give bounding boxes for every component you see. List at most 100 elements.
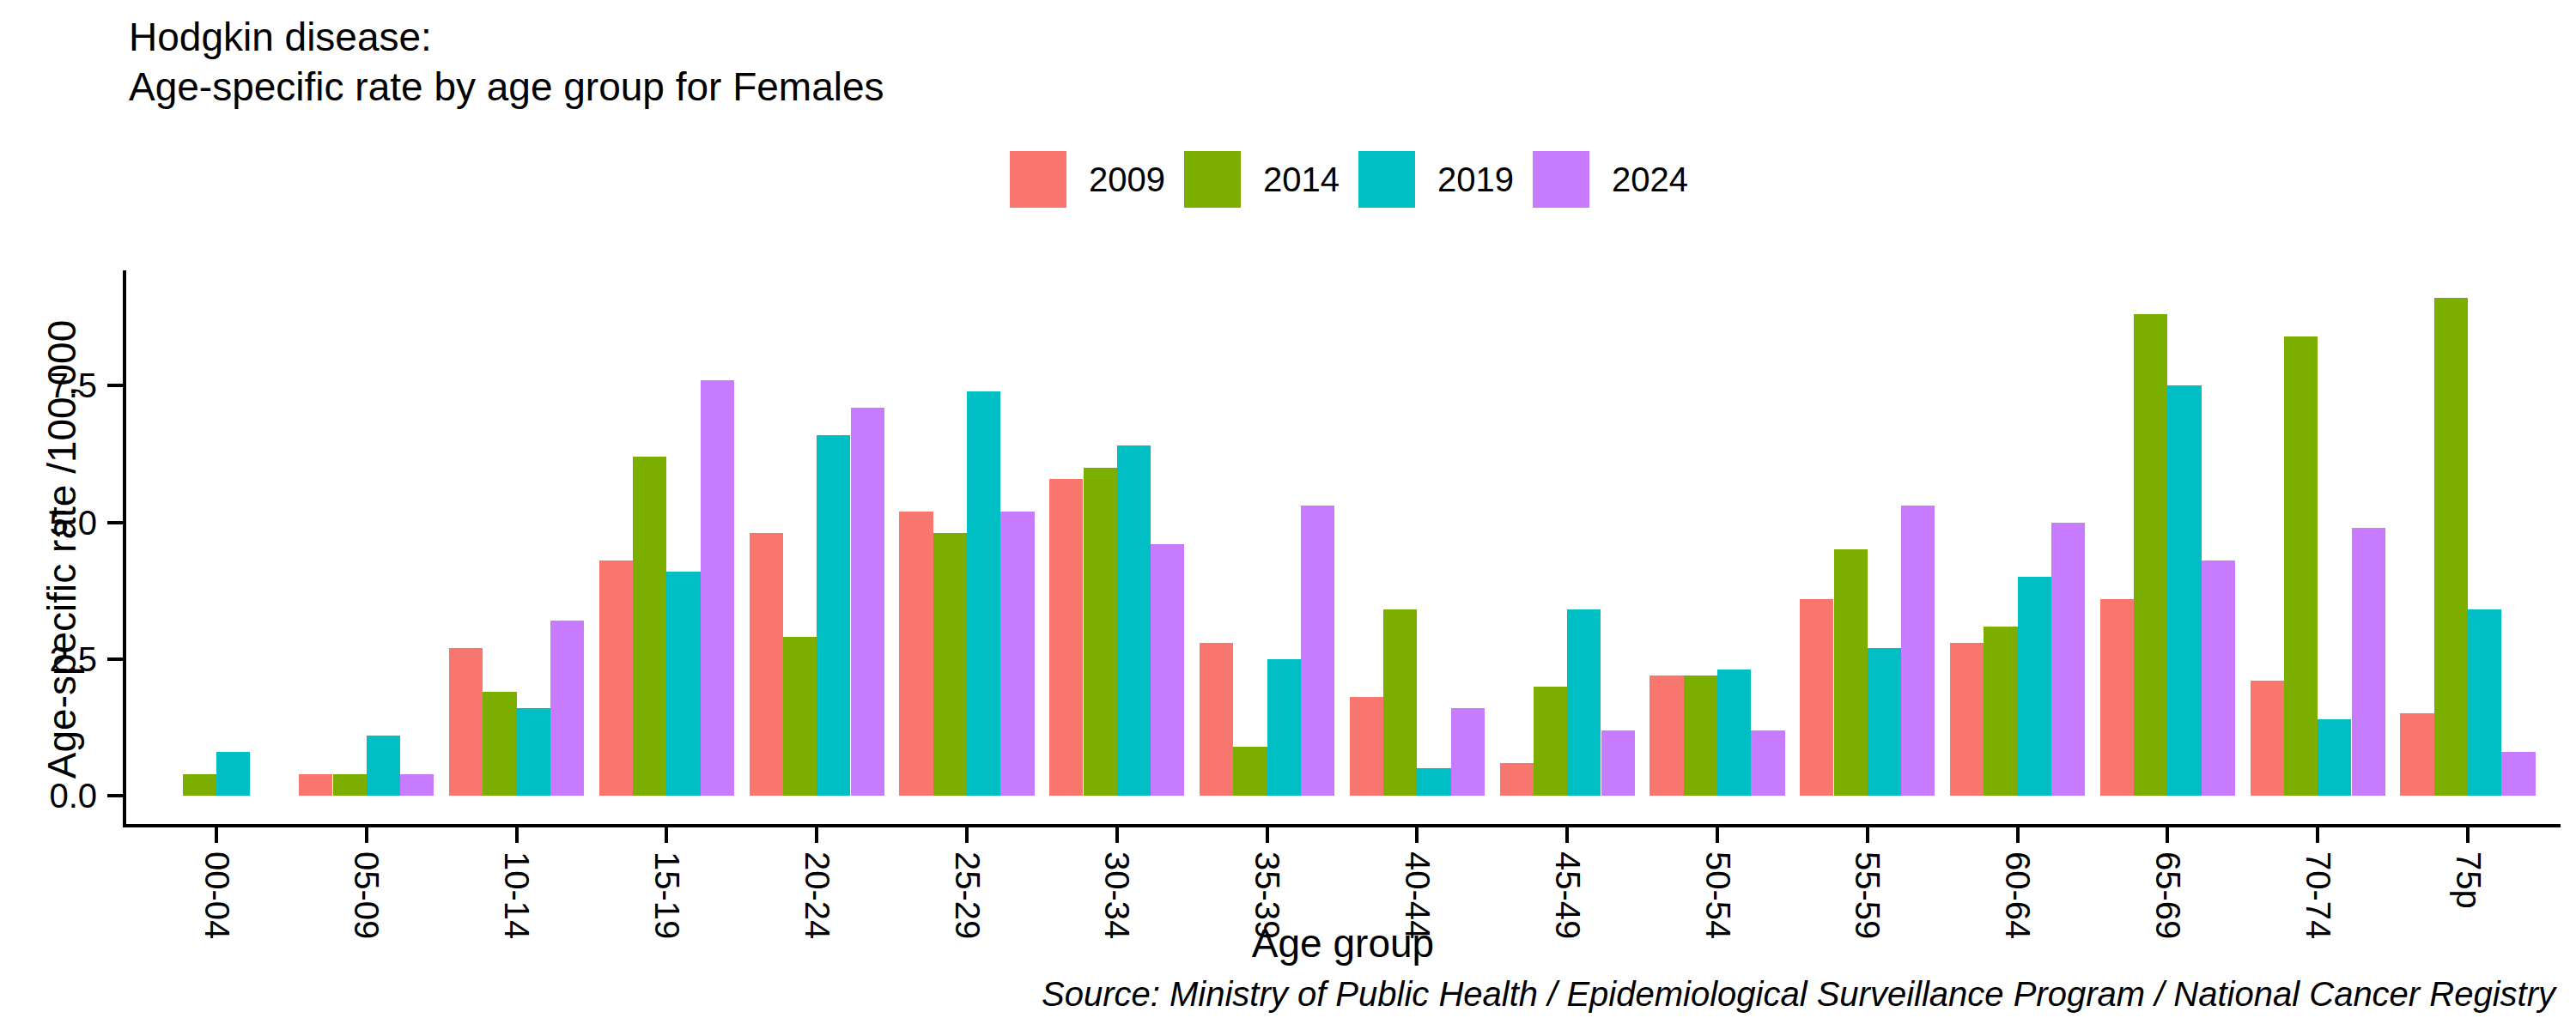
bar-2024-75p	[2501, 752, 2535, 796]
x-tick-label: 10-14	[497, 851, 536, 939]
bar-2009-35-39	[1200, 643, 1233, 796]
bar-2019-10-14	[517, 708, 550, 796]
bar-2009-70-74	[2251, 681, 2284, 796]
bar-2009-15-19	[599, 560, 633, 796]
bar-2014-65-69	[2134, 314, 2167, 796]
y-tick-label: 2.5	[3, 639, 97, 678]
bar-2009-10-14	[449, 648, 483, 796]
x-axis-line	[123, 824, 2561, 827]
bar-2019-55-59	[1868, 648, 1901, 796]
bar-2009-75p	[2400, 713, 2433, 796]
bar-2024-50-54	[1751, 730, 1784, 796]
x-tick-label: 60-64	[1998, 851, 2037, 939]
bar-2019-50-54	[1717, 670, 1751, 796]
x-tick	[1415, 827, 1419, 843]
legend-label-2024: 2024	[1612, 161, 1688, 199]
bar-2019-25-29	[967, 391, 1000, 796]
bar-2009-20-24	[750, 533, 783, 796]
y-tick	[107, 794, 123, 797]
bar-2014-75p	[2434, 298, 2468, 796]
legend-label-2009: 2009	[1089, 161, 1165, 199]
bar-2019-65-69	[2167, 385, 2201, 796]
bar-2024-65-69	[2202, 560, 2235, 796]
x-tick	[2466, 827, 2470, 843]
x-tick-label: 15-19	[647, 851, 686, 939]
y-tick	[107, 521, 123, 524]
bar-2009-60-64	[1950, 643, 1984, 796]
bar-2024-15-19	[701, 380, 734, 796]
chart-title: Hodgkin disease: Age-specific rate by ag…	[129, 12, 884, 112]
bar-2014-35-39	[1233, 747, 1267, 796]
legend-item-2009: 2009	[1010, 151, 1165, 208]
bar-2019-45-49	[1567, 609, 1601, 796]
x-tick-label: 55-59	[1848, 851, 1886, 939]
chart-title-line2: Age-specific rate by age group for Femal…	[129, 62, 884, 112]
legend-item-2014: 2014	[1184, 151, 1340, 208]
bar-2024-25-29	[1000, 512, 1034, 796]
y-axis-line	[123, 270, 126, 827]
bar-2024-55-59	[1901, 506, 1935, 796]
bar-2019-00-04	[216, 752, 250, 796]
bar-2019-40-44	[1417, 768, 1450, 796]
bar-2019-20-24	[817, 435, 850, 796]
chart-figure: Hodgkin disease: Age-specific rate by ag…	[0, 0, 2576, 1030]
x-tick	[1266, 827, 1269, 843]
bar-2014-20-24	[783, 637, 817, 796]
x-tick	[815, 827, 818, 843]
legend-item-2024: 2024	[1533, 151, 1688, 208]
x-tick-label: 65-69	[2148, 851, 2187, 939]
x-tick-label: 70-74	[2299, 851, 2337, 939]
x-tick-label: 30-34	[1097, 851, 1136, 939]
x-tick	[2016, 827, 2020, 843]
x-tick	[365, 827, 368, 843]
bar-2014-15-19	[633, 457, 666, 796]
x-tick-label: 20-24	[798, 851, 836, 939]
y-tick-label: 7.5	[3, 367, 97, 405]
bar-2009-05-09	[299, 774, 332, 796]
legend-swatch-2024	[1533, 151, 1589, 208]
y-tick	[107, 657, 123, 661]
bar-2024-35-39	[1301, 506, 1334, 796]
legend-swatch-2009	[1010, 151, 1066, 208]
x-tick	[215, 827, 218, 843]
bar-2014-55-59	[1834, 549, 1868, 796]
bar-2019-30-34	[1117, 445, 1151, 796]
x-tick	[2166, 827, 2169, 843]
bar-2019-75p	[2468, 609, 2501, 796]
x-tick	[665, 827, 668, 843]
bar-2014-50-54	[1684, 676, 1717, 796]
bar-2024-45-49	[1601, 730, 1635, 796]
bar-2019-35-39	[1267, 659, 1301, 796]
x-tick-label: 75p	[2449, 851, 2488, 909]
bar-2014-25-29	[933, 533, 967, 796]
bar-2014-60-64	[1984, 627, 2017, 796]
bar-2014-45-49	[1534, 687, 1567, 796]
x-tick-label: 45-49	[1548, 851, 1587, 939]
bar-2014-00-04	[183, 774, 216, 796]
x-axis-title: Age group	[1252, 920, 1434, 966]
x-tick	[1115, 827, 1119, 843]
bar-2019-70-74	[2318, 719, 2351, 796]
bar-2024-20-24	[851, 408, 884, 796]
chart-title-line1: Hodgkin disease:	[129, 12, 884, 62]
bar-2009-45-49	[1500, 763, 1534, 796]
bar-2014-30-34	[1084, 468, 1117, 796]
x-tick-label: 50-54	[1698, 851, 1737, 939]
x-tick	[1565, 827, 1569, 843]
x-tick-label: 25-29	[948, 851, 987, 939]
bar-2019-05-09	[367, 736, 400, 796]
x-tick-label: 05-09	[347, 851, 386, 939]
legend: 2009 2014 2019 2024	[1010, 151, 1707, 208]
y-tick-label: 5.0	[3, 503, 97, 542]
legend-label-2019: 2019	[1437, 161, 1514, 199]
bar-2009-50-54	[1649, 676, 1683, 796]
x-tick	[515, 827, 519, 843]
bar-2009-40-44	[1350, 697, 1383, 796]
bar-2009-55-59	[1800, 599, 1833, 796]
bar-2024-70-74	[2352, 528, 2385, 796]
bar-2024-30-34	[1151, 544, 1184, 796]
bar-2024-60-64	[2051, 523, 2085, 797]
bar-2014-05-09	[333, 774, 367, 796]
legend-item-2019: 2019	[1358, 151, 1514, 208]
x-tick	[1716, 827, 1719, 843]
